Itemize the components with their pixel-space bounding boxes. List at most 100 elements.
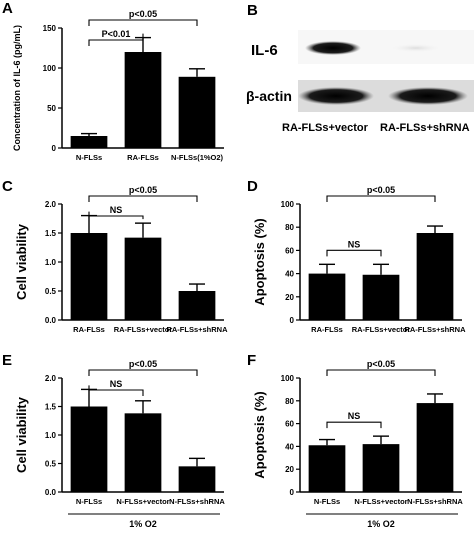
significance-bracket <box>88 385 144 396</box>
panel-label-e: E <box>2 352 13 369</box>
y-tick-label: 100 <box>281 374 295 383</box>
panel-label-a: A <box>2 0 13 17</box>
y-axis-label: Apoptosis (%) <box>252 391 267 478</box>
x-tick-label: N-FLSs+vector <box>116 497 169 506</box>
y-tick-label: 60 <box>285 246 294 255</box>
y-tick-label: 0.5 <box>45 460 57 469</box>
significance-bracket <box>326 369 436 376</box>
y-axis-label: Apoptosis (%) <box>252 218 267 305</box>
x-tick-label: N-FLSs <box>76 153 102 162</box>
y-tick-label: 100 <box>281 200 295 209</box>
y-axis-label: Concentration of IL-6 (pg/mL) <box>12 25 22 151</box>
significance-label: NS <box>348 411 361 421</box>
x-tick-label: N-FLSs+shRNA <box>407 497 463 506</box>
significance-label: p<0.05 <box>129 185 157 195</box>
group-label: 1% O2 <box>367 519 395 529</box>
significance-label: P<0.01 <box>102 29 131 39</box>
x-tick-label: RA-FLSs <box>73 325 105 334</box>
panel-label-c: C <box>2 178 13 195</box>
significance-bracket <box>88 369 198 376</box>
bar <box>416 233 454 320</box>
x-tick-label: RA-FLSs+shRNA <box>166 325 228 334</box>
x-tick-label: N-FLSs+vector <box>354 497 407 506</box>
significance-bracket <box>88 33 144 46</box>
bar <box>362 274 400 320</box>
y-tick-label: 1.5 <box>45 229 57 238</box>
blot-row-label-beta-actin: β-actin <box>246 88 292 104</box>
significance-label: NS <box>110 205 123 215</box>
x-tick-label: N-FLSs(1%O2) <box>171 153 224 162</box>
y-tick-label: 2.0 <box>45 200 57 209</box>
blot-lane-label-shrna: RA-FLSs+shRNA <box>380 122 470 134</box>
bar <box>70 406 108 492</box>
chart-panel-c: 0.0 0.5 1.0 1.5 2.0 Cell viability RA-FLSs RA-F… <box>14 185 228 334</box>
significance-label: p<0.05 <box>367 359 395 369</box>
y-tick-label: 60 <box>285 420 294 429</box>
x-tick-label: N-FLSs <box>76 497 102 506</box>
significance-bracket <box>88 19 198 26</box>
bar <box>124 237 162 320</box>
y-tick-label: 1.5 <box>45 403 57 412</box>
bar <box>416 403 454 492</box>
chart-panel-a: 0 50 100 150 Concentration of IL-6 (pg/mL) N-… <box>12 9 224 162</box>
blot-row-label-il6: IL-6 <box>251 42 278 59</box>
x-tick-label: N-FLSs <box>314 497 340 506</box>
y-tick-label: 80 <box>285 397 294 406</box>
x-tick-label: RA-FLSs <box>127 153 159 162</box>
bar <box>124 413 162 492</box>
bar <box>178 291 216 320</box>
bar <box>70 233 108 320</box>
y-axis-label: Cell viability <box>14 223 29 300</box>
western-blot-panel: IL-6 β-actin RA-FLSs+vector RA-FLSs+shRN… <box>238 0 474 170</box>
group-label: 1% O2 <box>129 519 157 529</box>
y-tick-label: 0 <box>290 316 295 325</box>
blot-lane-label-vector: RA-FLSs+vector <box>282 122 368 134</box>
y-tick-label: 0.0 <box>45 488 57 497</box>
panel-label-d: D <box>247 178 258 195</box>
y-tick-label: 20 <box>285 465 294 474</box>
y-tick-label: 0.5 <box>45 287 57 296</box>
significance-bracket <box>326 421 382 429</box>
bar <box>362 444 400 492</box>
chart-panel-d: 0 20 40 60 80 100 Apoptosis (%) RA-FLSs RA-FLSs+… <box>252 185 466 334</box>
x-tick-label: RA-FLSs <box>311 325 343 334</box>
blot-image <box>298 30 474 112</box>
significance-bracket <box>88 195 198 202</box>
y-tick-label: 40 <box>285 270 294 279</box>
y-tick-label: 150 <box>43 24 57 33</box>
y-tick-label: 40 <box>285 442 294 451</box>
significance-bracket <box>326 249 382 257</box>
y-tick-label: 0.0 <box>45 316 57 325</box>
bar <box>178 466 216 492</box>
y-tick-label: 1.0 <box>45 258 57 267</box>
panel-label-f: F <box>247 352 257 369</box>
blot-actin-band-shrna <box>388 87 468 105</box>
y-tick-label: 100 <box>43 64 57 73</box>
y-tick-label: 0 <box>52 144 57 153</box>
x-tick-label: N-FLSs+shRNA <box>169 497 225 506</box>
significance-label: p<0.05 <box>367 185 395 195</box>
bar <box>178 76 216 148</box>
bar <box>124 52 162 148</box>
significance-label: p<0.05 <box>129 359 157 369</box>
panel-label-b: B <box>247 2 258 19</box>
bar <box>308 273 346 320</box>
bar <box>308 445 346 492</box>
y-tick-label: 2.0 <box>45 374 57 383</box>
y-tick-label: 20 <box>285 293 294 302</box>
y-axis-label: Cell viability <box>14 396 29 473</box>
x-tick-label: RA-FLSs+vector <box>114 325 173 334</box>
blot-il6-band-vector <box>305 41 361 55</box>
blot-il6-band-shrna <box>392 44 440 52</box>
significance-label: NS <box>110 379 123 389</box>
blot-actin-band-vector <box>298 87 374 105</box>
x-tick-label: RA-FLSs+shRNA <box>404 325 466 334</box>
bar <box>70 136 108 148</box>
y-tick-label: 50 <box>47 104 56 113</box>
significance-bracket <box>88 211 144 220</box>
x-tick-label: RA-FLSs+vector <box>352 325 411 334</box>
y-tick-label: 1.0 <box>45 431 57 440</box>
chart-panel-e: 0.0 0.5 1.0 1.5 2.0 Cell viability N-FLSs N-FLS… <box>14 359 225 529</box>
y-tick-label: 80 <box>285 223 294 232</box>
significance-label: NS <box>348 239 361 249</box>
